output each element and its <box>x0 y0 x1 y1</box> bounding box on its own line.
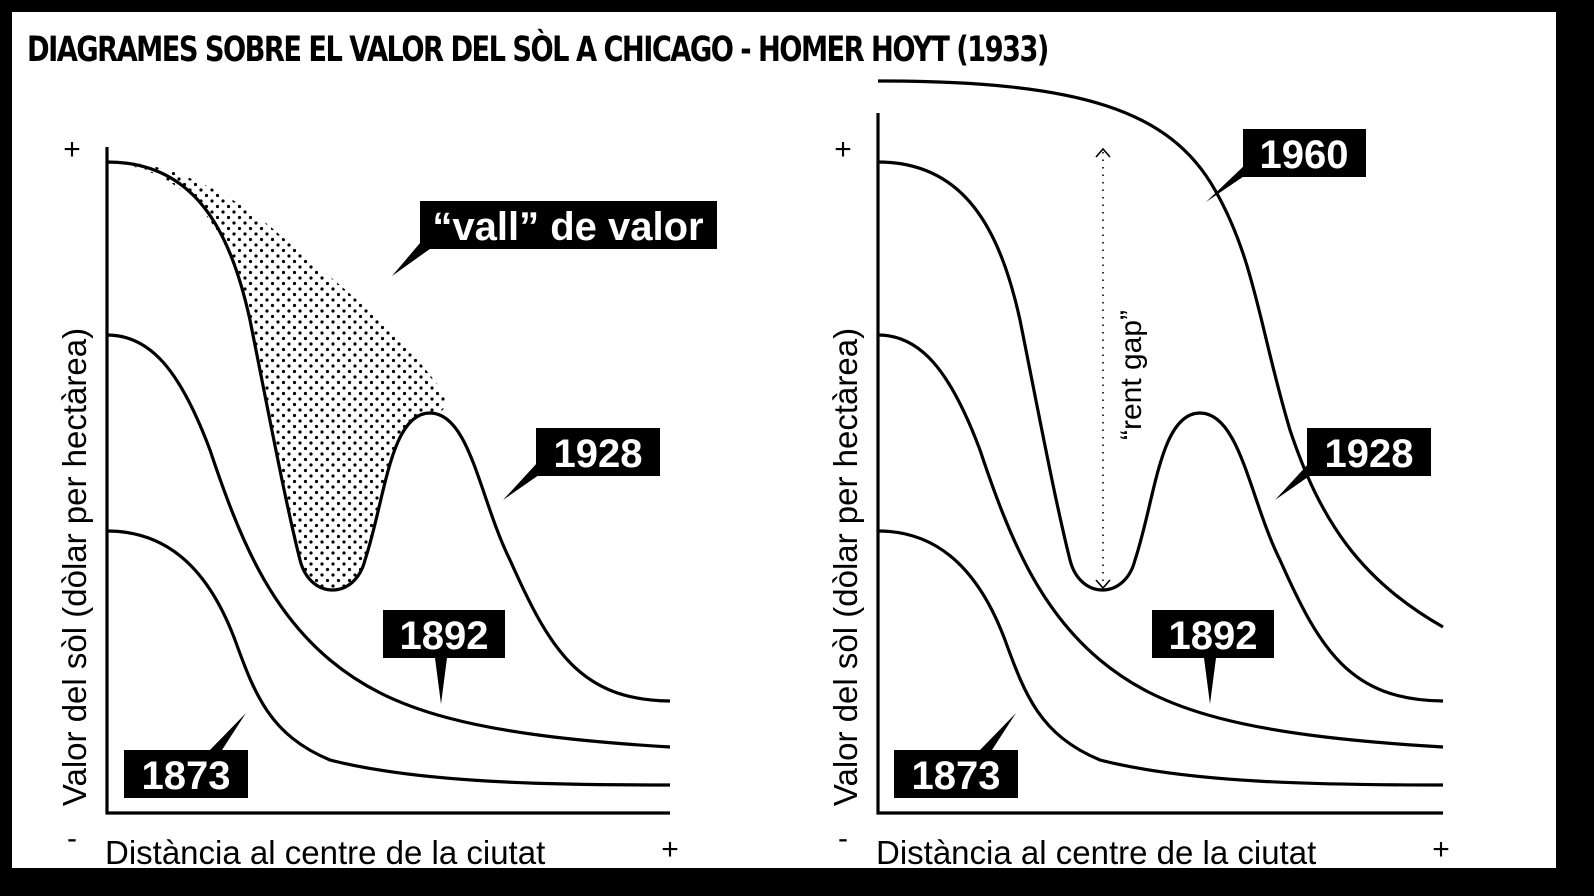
left-label-1873: 1873 <box>124 713 248 798</box>
right-panel: “rent gap” 1960 1928 1892 1873 + - + Dis… <box>827 79 1450 871</box>
left-curve-1873 <box>106 529 671 787</box>
right-1960-label-text: 1960 <box>1260 133 1349 177</box>
left-x-axis-label: Distància al centre de la ciutat <box>105 834 545 871</box>
right-1873-label-text: 1873 <box>912 754 1001 798</box>
left-y-axis-label: Valor del sòl (dòlar per hectàrea) <box>56 328 93 806</box>
left-1928-label-text: 1928 <box>554 432 643 476</box>
right-curve-1873 <box>877 529 1444 787</box>
right-label-1960: 1960 <box>1206 129 1366 202</box>
right-x-axis-label: Distància al centre de la ciutat <box>876 834 1316 871</box>
right-y-plus: + <box>834 133 852 166</box>
right-curve-1892 <box>877 333 1444 749</box>
left-label-1892: 1892 <box>383 610 505 704</box>
right-label-1892: 1892 <box>1152 610 1274 704</box>
right-axes <box>876 113 1443 815</box>
left-y-plus: + <box>63 133 81 166</box>
left-curve-1892 <box>106 333 671 749</box>
left-1892-label-text: 1892 <box>400 614 489 658</box>
right-curve-1960 <box>877 79 1444 629</box>
right-x-plus: + <box>1432 833 1450 866</box>
left-valley-label-text: “vall” de valor <box>432 205 703 249</box>
right-1892-label-text: 1892 <box>1169 614 1258 658</box>
left-axes <box>105 147 670 815</box>
rent-gap-arrow: “rent gap” <box>1095 147 1148 590</box>
left-x-plus: + <box>661 833 679 866</box>
right-y-axis-label: Valor del sòl (dòlar per hectàrea) <box>827 328 864 806</box>
right-1928-label-text: 1928 <box>1325 432 1414 476</box>
right-label-1928: 1928 <box>1275 428 1431 500</box>
left-curve-1928 <box>106 160 671 703</box>
right-x-minus: - <box>838 822 848 855</box>
left-panel: “vall” de valor 1928 1892 1873 + - + Dis… <box>56 133 717 871</box>
left-x-minus: - <box>67 822 77 855</box>
right-curve-1928 <box>877 160 1444 703</box>
left-label-valley: “vall” de valor <box>392 201 717 276</box>
left-label-1928: 1928 <box>503 428 660 500</box>
left-value-valley-area <box>107 161 448 591</box>
rent-gap-label: “rent gap” <box>1115 310 1148 440</box>
page-title: DIAGRAMES SOBRE EL VALOR DEL SÒL A CHICA… <box>27 30 1049 70</box>
left-1873-label-text: 1873 <box>142 754 231 798</box>
right-label-1873: 1873 <box>894 713 1018 798</box>
